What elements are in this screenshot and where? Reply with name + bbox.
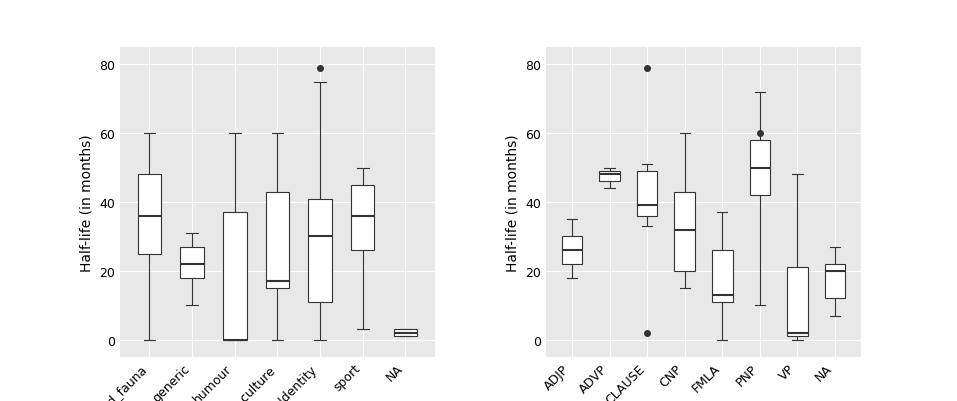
PathPatch shape <box>599 172 620 182</box>
PathPatch shape <box>181 247 204 278</box>
PathPatch shape <box>675 192 695 271</box>
PathPatch shape <box>393 330 417 336</box>
PathPatch shape <box>562 237 582 264</box>
PathPatch shape <box>712 251 733 302</box>
PathPatch shape <box>308 199 332 302</box>
Y-axis label: Half-life (in months): Half-life (in months) <box>79 134 93 271</box>
PathPatch shape <box>787 268 808 336</box>
PathPatch shape <box>266 192 289 288</box>
PathPatch shape <box>825 264 845 299</box>
PathPatch shape <box>223 213 247 340</box>
PathPatch shape <box>351 185 374 251</box>
PathPatch shape <box>749 141 770 196</box>
PathPatch shape <box>636 172 657 216</box>
Y-axis label: Half-life (in months): Half-life (in months) <box>505 134 520 271</box>
PathPatch shape <box>138 175 161 254</box>
